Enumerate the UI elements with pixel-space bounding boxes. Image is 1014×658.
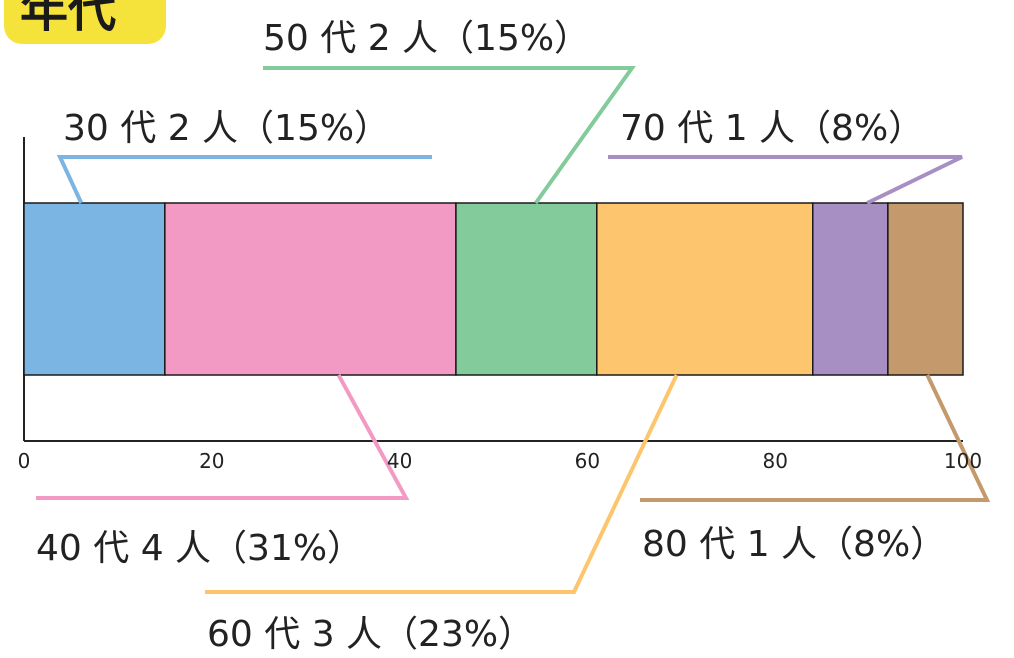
segment-label-30代: 30 代 2 人（15%） [63, 108, 390, 149]
leader-line-80代 [640, 374, 991, 502]
x-tick-label: 80 [762, 449, 787, 473]
x-tick-label: 40 [387, 449, 412, 473]
leader-line-40代 [36, 374, 410, 500]
leader-line-50代 [263, 66, 636, 205]
leader-line-70代 [608, 155, 963, 205]
x-tick-label: 100 [944, 449, 982, 473]
segment-labels: 30 代 2 人（15%） 40 代 4 人（31%） 50 代 2 人（15%） 6… [36, 18, 946, 655]
bar-segment-70代 [812, 202, 889, 376]
segment-label-70代: 70 代 1 人（8%） [620, 108, 924, 149]
bar-segment-40代 [164, 202, 457, 376]
leader-lines [36, 66, 991, 594]
segment-label-50代: 50 代 2 人（15%） [263, 18, 590, 59]
leader-line-60代 [205, 374, 679, 594]
bar-segments [23, 202, 964, 376]
chart-title: 年代 [20, 0, 117, 38]
segment-label-40代: 40 代 4 人（31%） [36, 528, 363, 569]
bar-segment-80代 [887, 202, 964, 376]
x-tick-labels: 0 20 40 60 80 100 [18, 449, 982, 473]
segment-label-80代: 80 代 1 人（8%） [642, 524, 946, 565]
bar-segment-30代 [23, 202, 166, 376]
bar-segment-60代 [596, 202, 814, 376]
segment-label-60代: 60 代 3 人（23%） [207, 614, 534, 655]
x-tick-label: 20 [199, 449, 224, 473]
x-tick-label: 0 [18, 449, 31, 473]
bar-segment-50代 [455, 202, 598, 376]
title-badge [4, 0, 166, 44]
leader-line-30代 [56, 155, 432, 204]
x-tick-label: 60 [575, 449, 600, 473]
